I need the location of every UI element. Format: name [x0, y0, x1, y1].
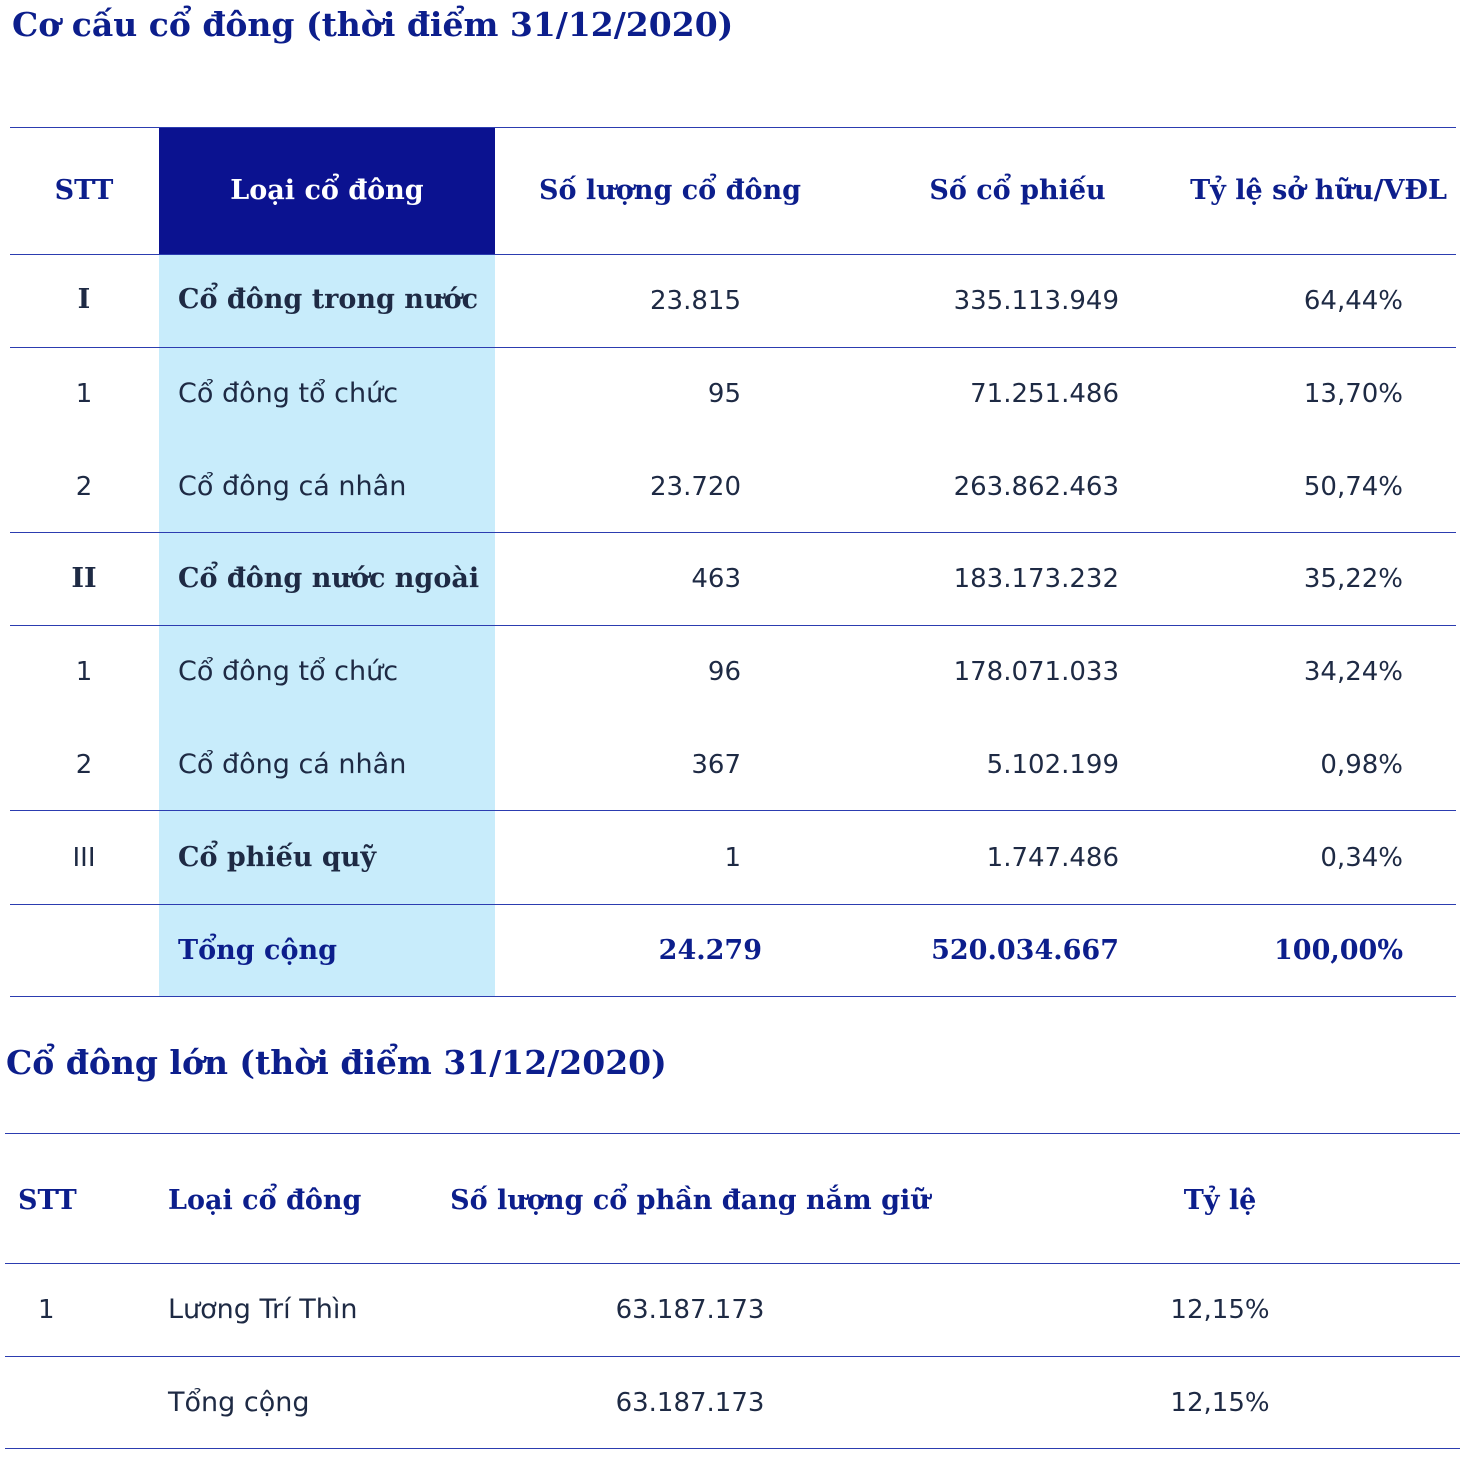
row-stt: 2: [75, 472, 93, 502]
table1-header-so-co-phieu: Số cổ phiếu: [929, 175, 1106, 206]
row-shares: 5.102.199: [986, 750, 1119, 780]
total-ratio: 100,00%: [1274, 935, 1403, 966]
table2-header-loai-co-dong: Loại cổ đông: [168, 1185, 362, 1216]
table1-header-rule: [10, 254, 1456, 255]
total-ratio: 12,15%: [1170, 1388, 1270, 1418]
table1-group-rule: [10, 347, 1456, 348]
row-shares: 1.747.486: [986, 843, 1119, 873]
total-shares: 520.034.667: [931, 935, 1119, 966]
row-holders: 1: [724, 843, 741, 873]
row-ratio: 12,15%: [1170, 1295, 1270, 1325]
row-ratio: 0,98%: [1320, 750, 1403, 780]
table1-header-stt: STT: [54, 175, 114, 206]
row-holders: 463: [691, 564, 741, 594]
row-ratio: 0,34%: [1320, 843, 1403, 873]
row-holders: 367: [691, 750, 741, 780]
table1-top-rule: [10, 127, 1456, 128]
row-shares: 263.862.463: [953, 472, 1119, 502]
table1-header-ty-le-so-huu: Tỷ lệ sở hữu/VĐL: [1190, 175, 1447, 206]
table2-header-rule: [5, 1263, 1460, 1264]
row-ratio: 50,74%: [1303, 472, 1403, 502]
table1-group-rule: [10, 625, 1456, 626]
row-stt: 2: [75, 750, 93, 780]
row-label: Cổ đông cá nhân: [178, 471, 407, 502]
table2-row-rule: [5, 1356, 1460, 1357]
total-label: Tổng cộng: [168, 1387, 310, 1418]
row-name: Lương Trí Thìn: [168, 1294, 358, 1325]
row-shares: 183.173.232: [953, 564, 1119, 594]
total-shares: 63.187.173: [615, 1388, 765, 1418]
table1-group-rule: [10, 532, 1456, 533]
table1-bottom-rule: [10, 996, 1456, 997]
table1-title: Cơ cấu cổ đông (thời điểm 31/12/2020): [12, 5, 734, 44]
row-stt: II: [71, 563, 97, 594]
row-holders: 96: [707, 657, 741, 687]
row-holders: 23.720: [650, 472, 741, 502]
row-shares: 335.113.949: [953, 286, 1119, 316]
row-ratio: 34,24%: [1303, 657, 1403, 687]
row-label: Cổ đông tổ chức: [178, 378, 399, 409]
row-label: Cổ đông nước ngoài: [178, 563, 480, 594]
total-label: Tổng cộng: [178, 935, 337, 966]
row-holders: 95: [707, 379, 741, 409]
total-holders: 24.279: [658, 935, 762, 966]
row-stt: 1: [38, 1295, 55, 1325]
table2-title: Cổ đông lớn (thời điểm 31/12/2020): [6, 1043, 667, 1082]
row-label: Cổ phiếu quỹ: [178, 842, 377, 873]
row-shares: 71.251.486: [970, 379, 1119, 409]
table1-group-rule: [10, 904, 1456, 905]
row-holders: 23.815: [650, 286, 741, 316]
table2-top-rule: [5, 1133, 1460, 1134]
table2-header-ty-le: Tỷ lệ: [1183, 1185, 1257, 1216]
row-ratio: 13,70%: [1303, 379, 1403, 409]
table1-header-loai-co-dong: Loại cổ đông: [230, 175, 424, 206]
row-stt: I: [77, 284, 91, 315]
row-ratio: 64,44%: [1303, 286, 1403, 316]
row-label: Cổ đông cá nhân: [178, 749, 407, 780]
row-stt: 1: [75, 657, 93, 687]
table2-header-so-luong-co-phan: Số lượng cổ phần đang nắm giữ: [450, 1185, 930, 1216]
row-label: Cổ đông trong nước: [178, 284, 479, 315]
row-ratio: 35,22%: [1303, 564, 1403, 594]
row-stt: 1: [75, 379, 93, 409]
row-shares: 63.187.173: [615, 1295, 765, 1325]
row-shares: 178.071.033: [953, 657, 1119, 687]
table2-bottom-rule: [5, 1448, 1460, 1449]
loai-co-dong-header-fill: [159, 128, 495, 254]
table2-header-stt: STT: [18, 1185, 77, 1216]
row-label: Cổ đông tổ chức: [178, 656, 399, 687]
row-stt: III: [72, 843, 96, 873]
table1-header-so-luong-co-dong: Số lượng cổ đông: [539, 175, 801, 206]
table1-group-rule: [10, 810, 1456, 811]
